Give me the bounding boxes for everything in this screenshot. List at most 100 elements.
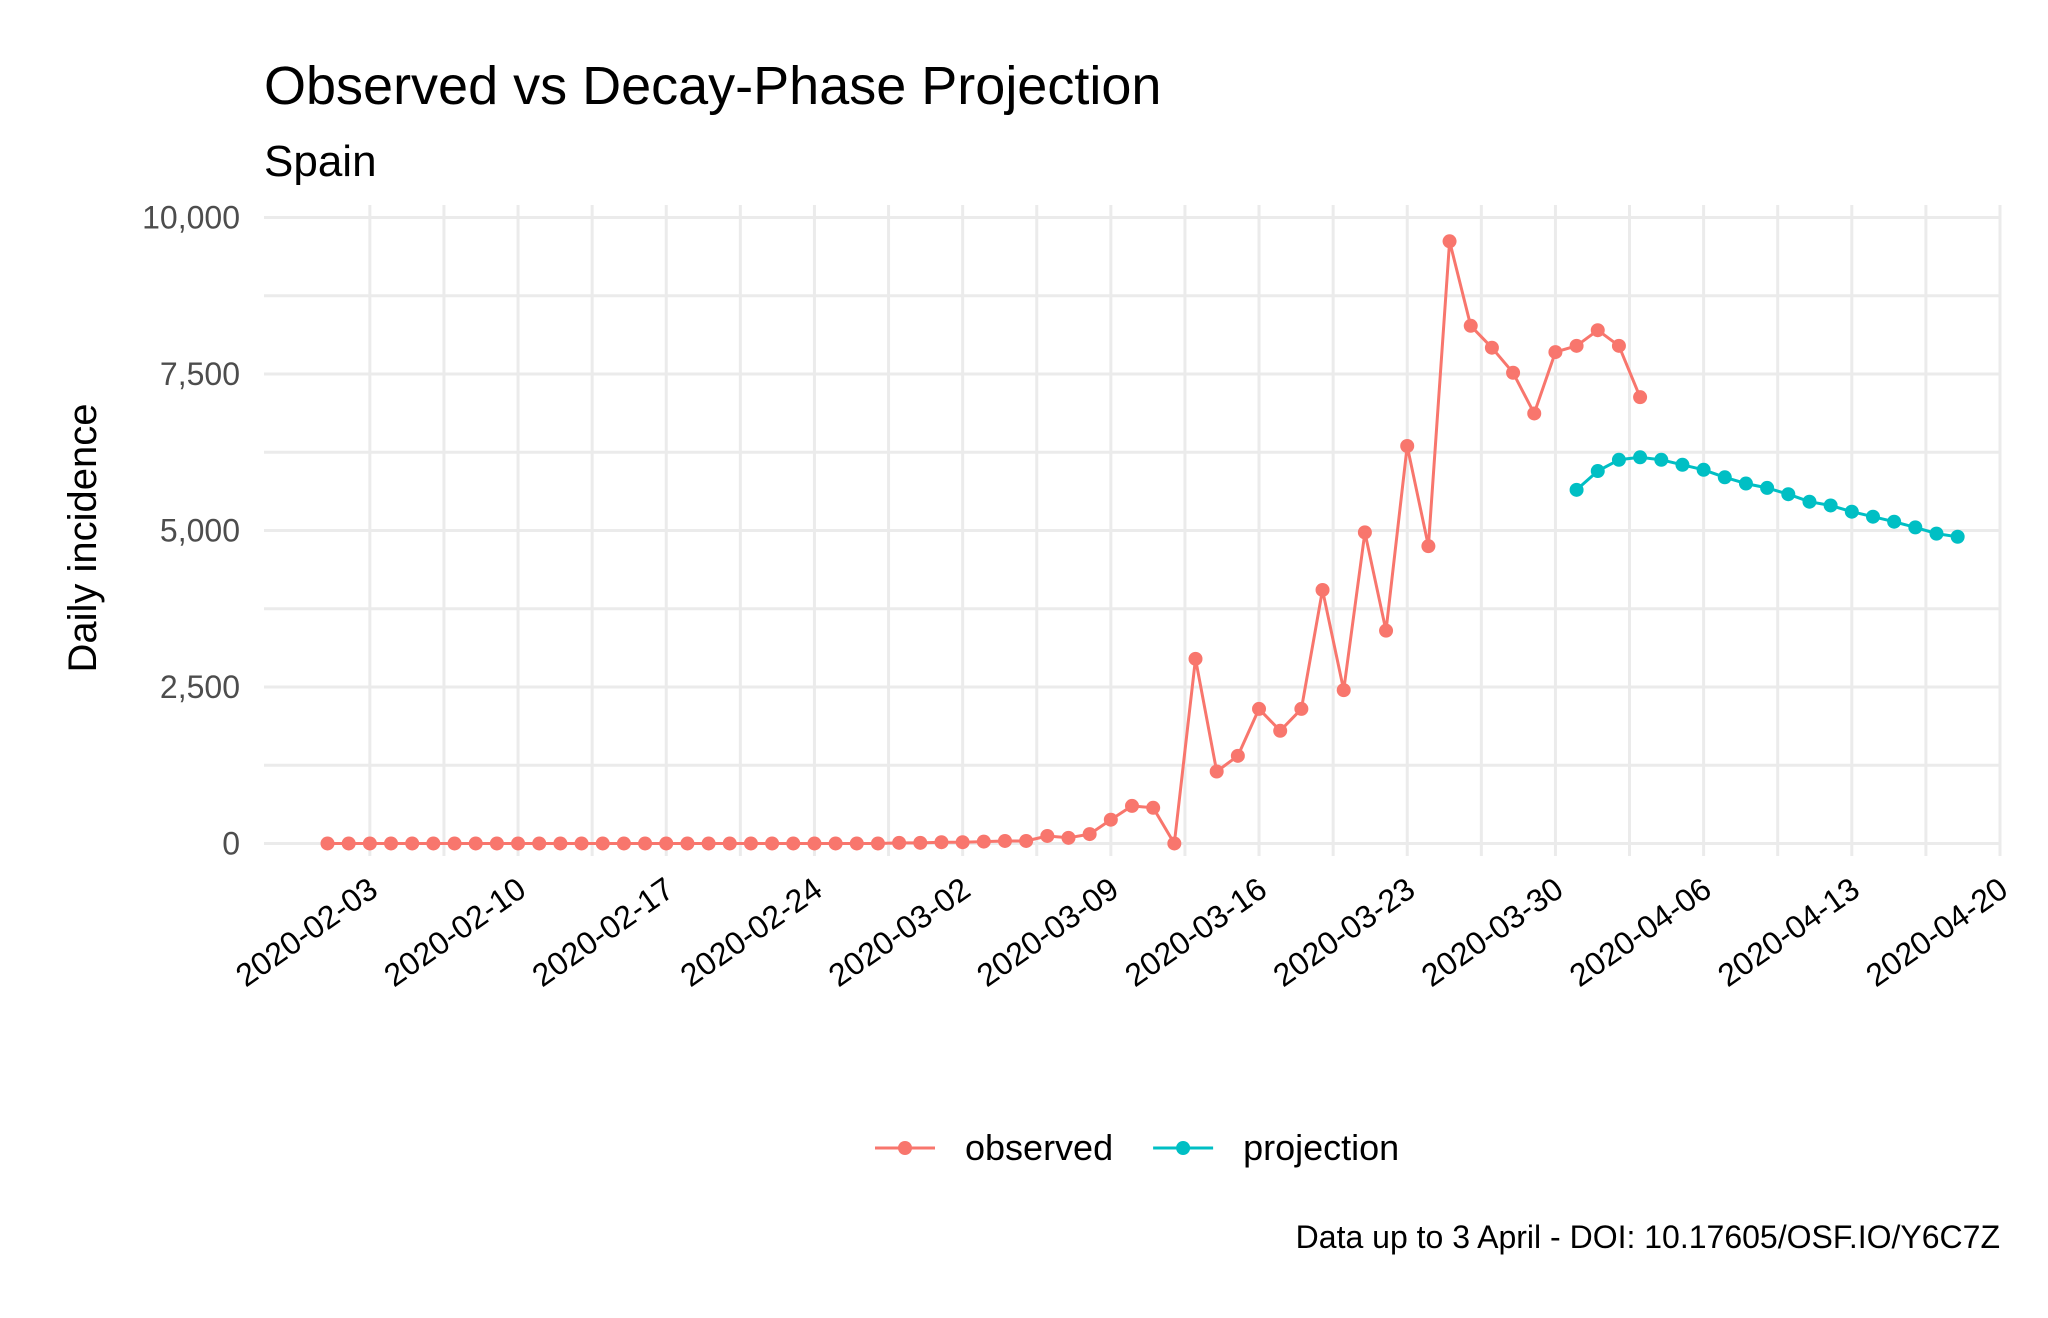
data-point-observed	[786, 836, 801, 851]
data-point-observed	[447, 836, 462, 851]
data-point-observed	[616, 836, 631, 851]
y-tick-label: 5,000	[160, 513, 240, 549]
x-tick-label: 2020-02-10	[377, 870, 532, 993]
legend-key-point	[898, 1141, 912, 1155]
data-point-observed	[722, 836, 737, 851]
data-point-observed	[553, 836, 568, 851]
data-point-observed	[320, 836, 335, 851]
data-point-observed	[1040, 828, 1055, 843]
data-point-observed	[680, 836, 695, 851]
series-line-observed	[327, 239, 1642, 845]
data-point-observed	[701, 836, 716, 851]
data-point-observed	[659, 836, 674, 851]
data-point-observed	[1315, 582, 1330, 597]
data-point-observed	[1061, 830, 1076, 845]
data-point-observed	[1230, 748, 1245, 763]
legend-item-observed: observed	[875, 1127, 1113, 1168]
y-tick-label: 10,000	[142, 200, 240, 236]
x-tick-label: 2020-03-30	[1415, 870, 1570, 993]
data-point-observed	[384, 836, 399, 851]
data-point-projection	[1760, 480, 1775, 495]
x-tick-label: 2020-03-23	[1267, 870, 1422, 993]
data-point-observed	[595, 836, 610, 851]
data-point-observed	[1484, 340, 1499, 355]
data-point-projection	[1675, 457, 1690, 472]
data-point-observed	[1590, 323, 1605, 338]
y-axis-label: Daily incidence	[61, 403, 105, 672]
chart-caption: Data up to 3 April - DOI: 10.17605/OSF.I…	[1296, 1219, 2000, 1255]
x-tick-label: 2020-02-03	[229, 870, 384, 993]
data-point-observed	[574, 836, 589, 851]
data-point-observed	[1125, 798, 1139, 813]
data-point-observed	[1463, 318, 1478, 333]
series-layer	[320, 234, 1965, 851]
gridlines	[264, 205, 2002, 856]
legend: observed projection	[875, 1127, 1399, 1168]
data-point-projection	[1781, 487, 1796, 502]
chart-title: Observed vs Decay-Phase Projection	[264, 56, 1161, 116]
data-point-observed	[1548, 345, 1563, 360]
x-tick-label: 2020-03-09	[970, 870, 1125, 993]
y-axis-ticks: 0 2,500 5,000 7,500 10,000	[142, 200, 240, 862]
data-point-observed	[489, 836, 504, 851]
series-line-projection	[1575, 455, 1958, 539]
data-point-observed	[1569, 338, 1584, 353]
chart-subtitle: Spain	[264, 137, 377, 186]
data-point-observed	[955, 835, 970, 850]
data-point-observed	[638, 836, 653, 851]
legend-label: projection	[1243, 1127, 1399, 1168]
data-point-observed	[828, 836, 843, 851]
data-point-observed	[1273, 723, 1288, 738]
data-point-observed	[976, 834, 991, 849]
data-point-observed	[1379, 623, 1394, 638]
x-tick-label: 2020-02-17	[526, 870, 681, 993]
data-point-observed	[892, 835, 907, 850]
data-point-observed	[1357, 525, 1372, 540]
data-point-projection	[1696, 462, 1711, 477]
data-point-observed	[1611, 338, 1626, 353]
legend-label: observed	[965, 1127, 1113, 1168]
legend-key-point	[1176, 1141, 1191, 1155]
data-point-observed	[1252, 701, 1267, 716]
data-point-observed	[1146, 800, 1161, 815]
data-point-observed	[849, 836, 864, 851]
data-point-projection	[1611, 452, 1626, 467]
data-point-projection	[1738, 476, 1753, 491]
data-point-projection	[1654, 452, 1669, 467]
data-point-observed	[870, 836, 885, 851]
data-point-projection	[1823, 498, 1838, 513]
data-point-observed	[1167, 836, 1182, 851]
data-point-observed	[1209, 764, 1224, 779]
data-point-projection	[1950, 529, 1965, 544]
data-point-projection	[1802, 494, 1817, 509]
data-point-projection	[1844, 504, 1859, 519]
x-axis-ticks: 2020-02-032020-02-102020-02-172020-02-24…	[229, 870, 2014, 993]
data-point-projection	[1929, 526, 1944, 541]
data-point-observed	[1188, 651, 1203, 666]
y-tick-label: 7,500	[160, 356, 240, 392]
data-point-observed	[743, 836, 758, 851]
data-point-observed	[765, 836, 780, 851]
data-point-projection	[1887, 514, 1902, 529]
y-tick-label: 2,500	[160, 669, 240, 705]
data-point-observed	[1421, 539, 1436, 554]
data-point-observed	[1400, 438, 1415, 453]
data-point-observed	[426, 836, 441, 851]
x-tick-label: 2020-03-02	[822, 870, 977, 993]
data-point-observed	[934, 835, 949, 850]
data-point-observed	[1082, 827, 1097, 842]
data-point-observed	[913, 835, 928, 850]
data-point-observed	[807, 836, 822, 851]
data-point-observed	[1336, 683, 1351, 698]
data-point-observed	[532, 836, 547, 851]
data-point-observed	[997, 833, 1012, 848]
y-tick-label: 0	[222, 825, 240, 861]
data-point-observed	[1103, 812, 1118, 827]
legend-item-projection: projection	[1153, 1127, 1399, 1168]
data-point-projection	[1633, 450, 1648, 465]
data-point-observed	[1527, 406, 1542, 421]
data-point-observed	[1294, 701, 1309, 716]
data-point-observed	[468, 836, 483, 851]
data-point-observed	[1442, 234, 1457, 249]
